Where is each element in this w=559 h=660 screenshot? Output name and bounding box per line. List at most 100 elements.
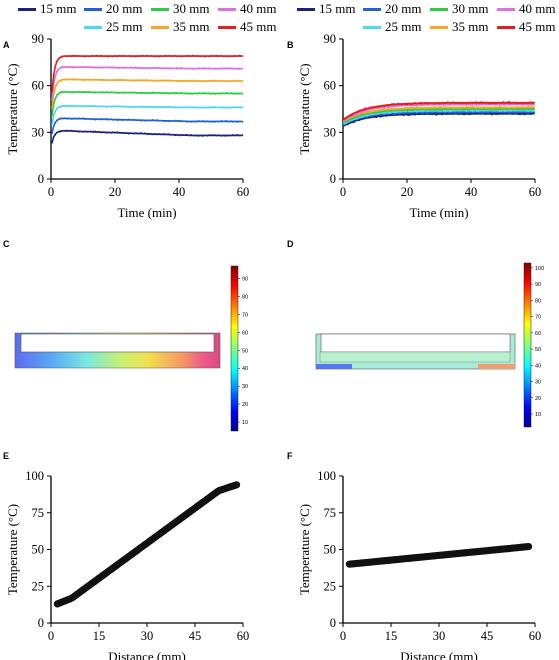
- data-point: [204, 106, 207, 109]
- data-point: [525, 103, 528, 106]
- data-point: [105, 79, 108, 82]
- y-tick-label: 0: [38, 616, 44, 630]
- data-point: [375, 105, 378, 108]
- data-point: [463, 103, 466, 106]
- data-point: [97, 105, 100, 108]
- data-point: [219, 54, 221, 57]
- data-point: [71, 54, 74, 57]
- data-point: [406, 109, 409, 112]
- data-point: [456, 108, 459, 111]
- data-point: [161, 67, 164, 69]
- data-point: [124, 55, 127, 57]
- data-point: [379, 108, 382, 111]
- data-point: [111, 91, 114, 94]
- data-point: [433, 102, 436, 105]
- data-point: [113, 91, 116, 94]
- data-point: [421, 106, 424, 109]
- data-point: [471, 103, 474, 106]
- data-point: [391, 103, 393, 106]
- data-point: [70, 78, 73, 81]
- data-point: [346, 123, 349, 126]
- legend-swatch: [151, 26, 169, 29]
- data-point: [87, 105, 90, 108]
- data-point: [123, 78, 125, 81]
- data-point: [195, 134, 197, 137]
- data-point: [83, 90, 85, 93]
- data-point: [207, 92, 210, 95]
- data-point: [52, 136, 55, 139]
- data-point: [174, 80, 177, 82]
- data-point: [398, 112, 401, 115]
- data-point: [427, 102, 430, 105]
- series-35-mm: [343, 105, 535, 123]
- data-point: [419, 110, 422, 112]
- data-point: [113, 105, 116, 108]
- data-point: [344, 117, 347, 120]
- data-point: [460, 111, 463, 114]
- data-point: [87, 79, 90, 82]
- data-point: [70, 129, 73, 132]
- data-point: [67, 104, 69, 107]
- data-point: [145, 105, 148, 108]
- data-point: [102, 118, 105, 121]
- data-point: [191, 106, 194, 108]
- data-point: [94, 78, 97, 81]
- data-point: [103, 91, 106, 94]
- data-point: [83, 65, 85, 68]
- colorbar-tick-label: 60: [535, 331, 541, 337]
- data-point: [442, 110, 445, 113]
- data-point: [446, 103, 449, 106]
- data-point: [55, 131, 58, 134]
- data-point: [156, 66, 159, 69]
- data-point: [510, 111, 512, 114]
- data-point: [222, 55, 225, 58]
- data-point: [185, 106, 188, 108]
- data-point: [163, 79, 165, 82]
- series-25-mm: [51, 104, 244, 126]
- data-point: [227, 106, 229, 109]
- data-point: [156, 106, 159, 109]
- data-point: [525, 112, 528, 115]
- data-point: [107, 118, 109, 121]
- data-point: [394, 111, 397, 114]
- data-point: [392, 113, 395, 115]
- data-point: [523, 113, 526, 116]
- data-point: [83, 131, 85, 133]
- data-point: [139, 79, 141, 82]
- data-point: [217, 134, 220, 137]
- data-point: [148, 132, 151, 135]
- colorbar-tick-label: 80: [535, 298, 541, 304]
- data-point: [84, 91, 87, 93]
- data-point: [118, 119, 121, 121]
- data-point: [408, 107, 411, 110]
- data-point: [369, 111, 372, 114]
- data-point: [103, 118, 106, 121]
- data-point: [483, 102, 486, 105]
- data-point: [137, 119, 140, 121]
- data-point: [206, 120, 209, 123]
- y-tick-label: 50: [324, 543, 337, 557]
- data-point: [129, 132, 132, 135]
- data-point: [63, 117, 66, 119]
- data-point: [471, 102, 474, 105]
- data-point: [54, 97, 57, 100]
- data-point: [373, 116, 376, 118]
- data-point: [118, 67, 121, 70]
- data-point: [510, 106, 512, 109]
- data-point: [492, 108, 495, 110]
- data-point: [161, 133, 164, 136]
- data-point: [193, 80, 196, 82]
- data-point: [134, 79, 137, 82]
- data-point: [140, 67, 143, 70]
- data-point: [211, 134, 213, 137]
- data-point: [84, 118, 87, 120]
- data-point: [452, 107, 455, 110]
- data-point: [511, 108, 514, 111]
- data-point: [481, 111, 484, 114]
- data-point: [435, 106, 438, 109]
- data-point: [452, 103, 455, 106]
- data-point: [230, 92, 233, 94]
- data-point: [108, 118, 111, 121]
- data-point: [508, 101, 511, 103]
- data-point: [448, 111, 451, 114]
